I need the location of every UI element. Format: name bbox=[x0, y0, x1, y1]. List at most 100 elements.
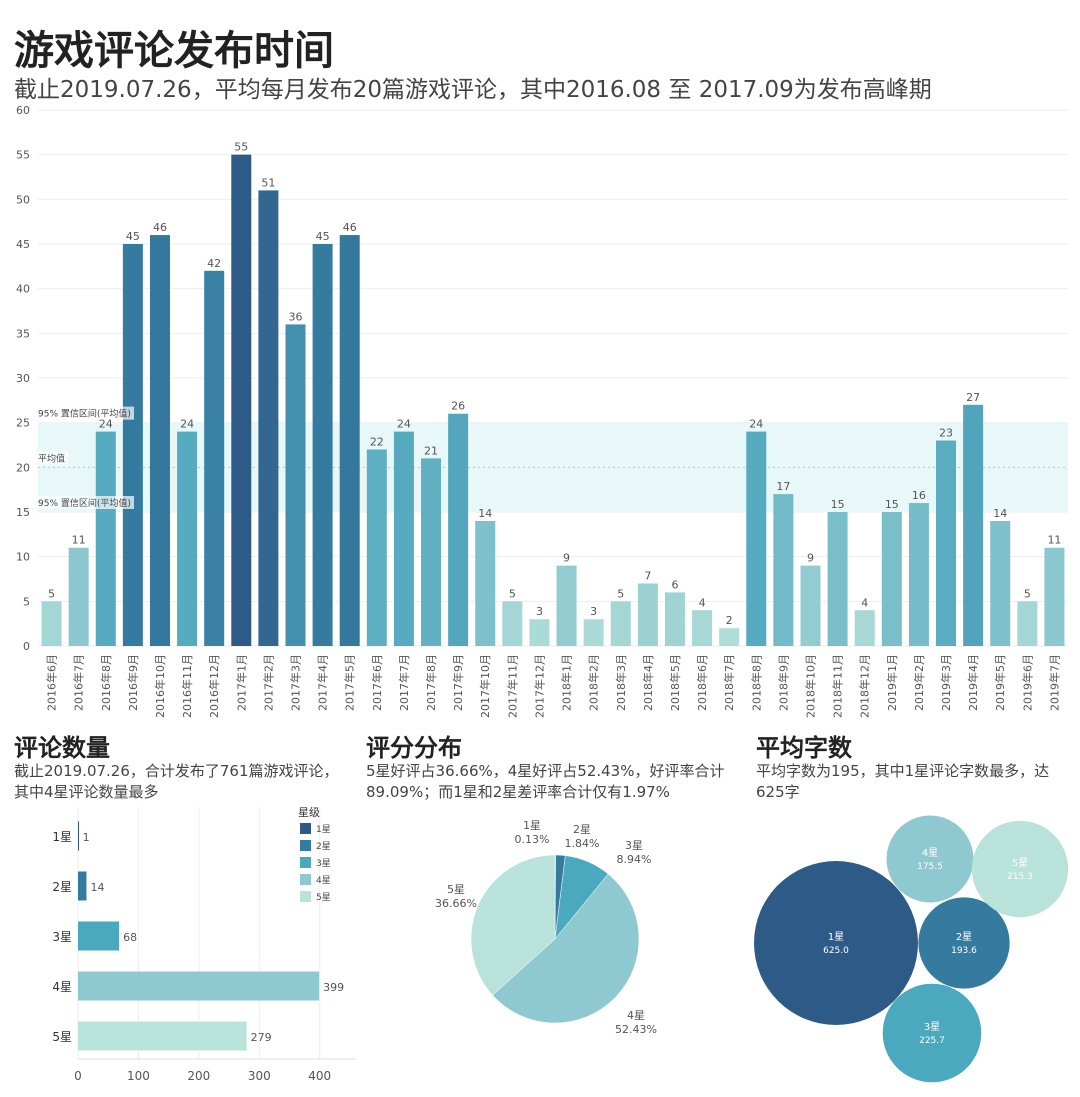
bar bbox=[827, 512, 848, 646]
bar-value-label: 14 bbox=[993, 507, 1007, 520]
bar bbox=[1044, 547, 1065, 646]
bar bbox=[502, 601, 523, 646]
ref-label-bg bbox=[38, 496, 134, 509]
bubble-label: 2星 bbox=[956, 931, 972, 943]
bar bbox=[448, 413, 469, 646]
words-desc-line-2: 625字 bbox=[756, 783, 800, 801]
pie-slice-label: 1星 bbox=[523, 819, 541, 832]
bar bbox=[556, 565, 577, 646]
y-category-label: 2星 bbox=[52, 880, 72, 894]
x-tick-label: 2016年11月 bbox=[180, 654, 194, 718]
bubble-value: 193.6 bbox=[951, 946, 977, 956]
bubble bbox=[918, 897, 1010, 989]
ref-label-bg bbox=[38, 406, 134, 420]
pie-slice-value: 52.43% bbox=[615, 1023, 657, 1036]
legend-swatch bbox=[300, 840, 311, 851]
bar-value-label: 27 bbox=[966, 391, 980, 404]
pie-slice bbox=[492, 873, 640, 1024]
bar-value-label: 36 bbox=[289, 310, 303, 323]
x-tick-label: 400 bbox=[308, 1069, 331, 1083]
count-desc-line-2: 其中4星评论数量最多 bbox=[14, 783, 159, 801]
x-tick-label: 2018年1月 bbox=[560, 654, 574, 711]
bar-value-label: 5 bbox=[617, 587, 624, 600]
bar bbox=[583, 619, 604, 646]
bar bbox=[149, 235, 170, 647]
pie-slice-label: 4星 bbox=[627, 1009, 645, 1022]
bar-value-label: 3 bbox=[536, 605, 543, 618]
bubble-label: 1星 bbox=[828, 931, 844, 943]
bar bbox=[285, 324, 306, 646]
bar-value-label: 46 bbox=[153, 221, 167, 234]
bar-value-label: 26 bbox=[451, 400, 465, 413]
bar bbox=[231, 154, 252, 646]
bar-value-label: 16 bbox=[912, 489, 926, 502]
y-tick-label: 45 bbox=[16, 238, 30, 251]
avg-words-bubble-chart: 1星 625.0 2星 193.6 3星 225.7 4星 175.5 5星 215.3 bbox=[754, 815, 1069, 1083]
words-desc-line-1: 平均字数为195，其中1星评论字数最多，达 bbox=[756, 762, 1050, 780]
x-tick-label: 2017年12月 bbox=[532, 654, 546, 718]
bar bbox=[312, 244, 333, 646]
legend-label: 1星 bbox=[316, 824, 331, 835]
x-tick-label: 2018年4月 bbox=[641, 654, 655, 711]
x-tick-label: 300 bbox=[248, 1069, 271, 1083]
ref-label: 平均值 bbox=[38, 452, 65, 464]
x-tick-label: 2019年3月 bbox=[939, 654, 953, 711]
x-tick-label: 2017年2月 bbox=[261, 654, 275, 711]
bar-value-label: 55 bbox=[234, 141, 248, 154]
x-tick-label: 2018年3月 bbox=[614, 654, 628, 711]
words-section-title: 平均字数 bbox=[756, 734, 852, 762]
bar-value-label: 3 bbox=[590, 605, 597, 618]
hbar bbox=[78, 821, 79, 851]
x-tick-label: 2018年7月 bbox=[722, 654, 736, 711]
x-tick-label: 2016年7月 bbox=[72, 654, 86, 711]
bar-value-label: 11 bbox=[72, 534, 86, 547]
y-tick-label: 50 bbox=[16, 193, 30, 206]
bar-value-label: 5 bbox=[1024, 587, 1031, 600]
x-tick-label: 2017年9月 bbox=[451, 654, 465, 711]
stars-count-bar-chart: 0 100 200 300 400 1星 1 2星 14 3星 68 4星 399 5星 279 星级 1星 2星… bbox=[52, 806, 356, 1083]
hbar bbox=[78, 971, 320, 1001]
bar-value-label: 7 bbox=[644, 569, 651, 582]
bar-value-label: 9 bbox=[807, 552, 814, 565]
bar bbox=[529, 619, 550, 646]
pie-slice-value: 36.66% bbox=[435, 897, 477, 910]
legend-swatch bbox=[300, 823, 311, 834]
pie-slice-label: 3星 bbox=[625, 839, 643, 852]
legend-swatch bbox=[300, 891, 311, 902]
x-tick-label: 2018年12月 bbox=[858, 654, 872, 718]
bar bbox=[990, 520, 1011, 646]
y-tick-label: 15 bbox=[16, 506, 30, 519]
bar bbox=[664, 592, 685, 646]
hbar bbox=[78, 1021, 247, 1051]
bar-value-label: 42 bbox=[207, 257, 221, 270]
bubble bbox=[754, 861, 918, 1025]
y-tick-label: 25 bbox=[16, 417, 30, 430]
bar-value-label: 15 bbox=[885, 498, 899, 511]
bubble bbox=[882, 983, 982, 1083]
bubble-value: 215.3 bbox=[1007, 872, 1033, 882]
bar-value-label: 46 bbox=[343, 221, 357, 234]
bubble-value: 175.5 bbox=[917, 862, 943, 872]
legend-swatch bbox=[300, 857, 311, 868]
words-section-desc: 平均字数为195，其中1星评论字数最多，达 625字 bbox=[756, 761, 1049, 803]
bar-value-label: 23 bbox=[939, 427, 953, 440]
page-subtitle: 截止2019.07.26，平均每月发布20篇游戏评论，其中2016.08 至 2… bbox=[14, 77, 932, 103]
x-tick-label: 2017年11月 bbox=[505, 654, 519, 718]
bar bbox=[854, 610, 875, 646]
hbar-value-label: 399 bbox=[323, 981, 344, 994]
x-tick-label: 2019年4月 bbox=[966, 654, 980, 711]
bar bbox=[610, 601, 631, 646]
bar-value-label: 15 bbox=[831, 498, 845, 511]
y-tick-label: 55 bbox=[16, 149, 30, 162]
x-tick-label: 2019年6月 bbox=[1020, 654, 1034, 711]
x-tick-label: 2016年10月 bbox=[153, 654, 167, 718]
bar bbox=[421, 458, 442, 646]
bar bbox=[637, 583, 658, 646]
x-tick-label: 2016年8月 bbox=[99, 654, 113, 711]
bar bbox=[95, 431, 116, 646]
rating-section-desc: 5星好评占36.66%，4星好评占52.43%，好评率合计 89.09%；而1星… bbox=[366, 761, 724, 803]
y-tick-label: 40 bbox=[16, 283, 30, 296]
x-tick-label: 2019年5月 bbox=[993, 654, 1007, 711]
count-desc-line-1: 截止2019.07.26，合计发布了761篇游戏评论， bbox=[14, 762, 339, 780]
